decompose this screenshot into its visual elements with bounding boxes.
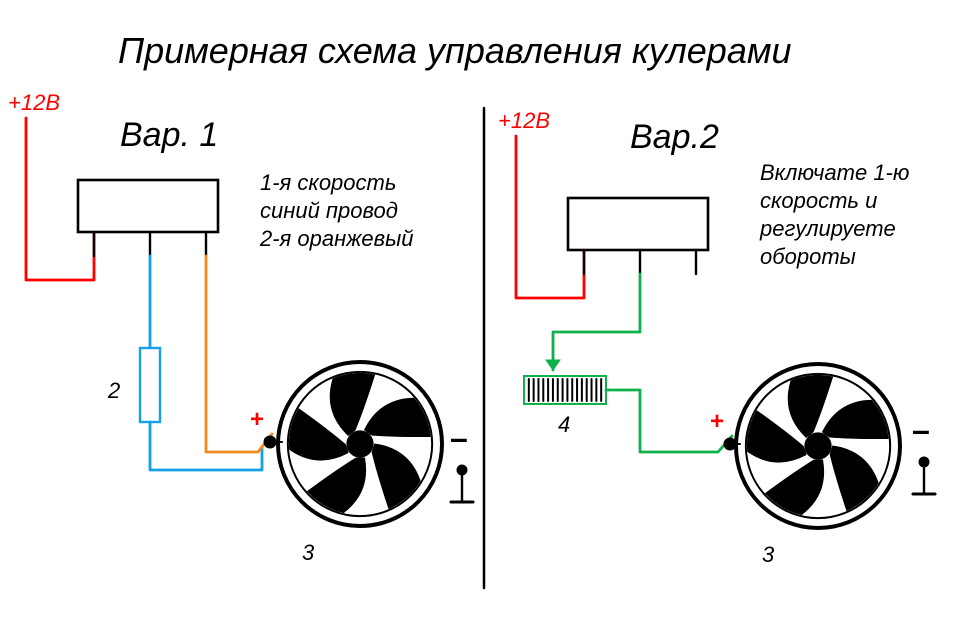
svg-text:+: + (710, 408, 724, 435)
svg-text:–: – (912, 412, 930, 448)
schematic-svg: + – + – (0, 0, 960, 617)
svg-text:–: – (450, 420, 468, 456)
svg-text:+: + (250, 406, 264, 433)
